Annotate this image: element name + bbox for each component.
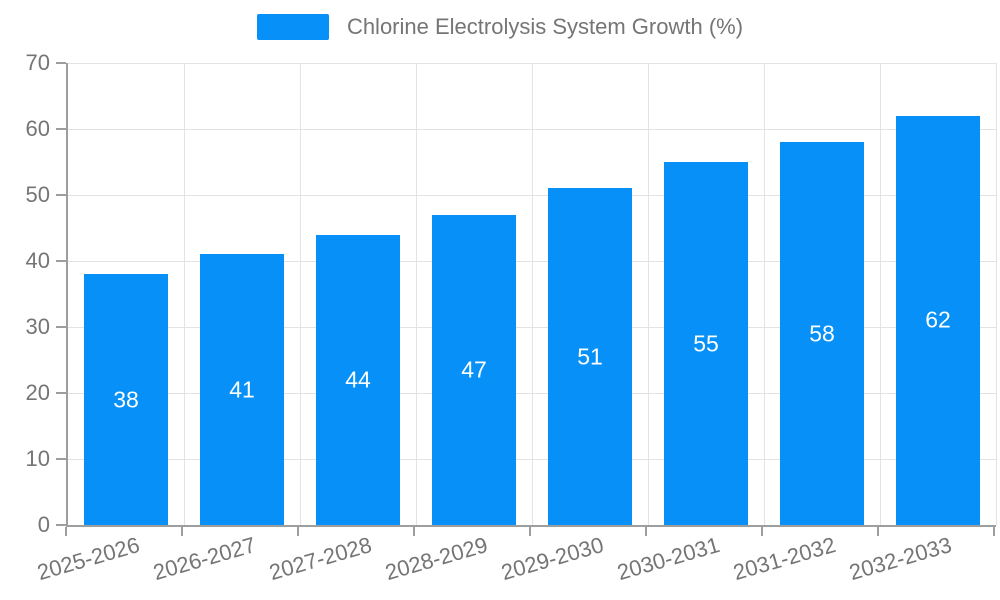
bar-value-label: 58 <box>809 320 835 347</box>
y-tick-label: 40 <box>25 248 50 273</box>
vertical-gridline <box>531 63 533 525</box>
x-tick-mark <box>645 527 647 536</box>
bar[interactable]: 44 <box>316 234 400 525</box>
bar-value-label: 38 <box>113 386 139 413</box>
x-tick-mark <box>877 527 879 536</box>
y-tick-label: 10 <box>25 446 50 471</box>
y-tick-label: 30 <box>25 314 50 339</box>
vertical-gridline <box>299 63 301 525</box>
bar-value-label: 41 <box>229 376 255 403</box>
vertical-gridline <box>415 63 417 525</box>
bar[interactable]: 55 <box>664 162 748 525</box>
x-tick-mark <box>65 527 67 536</box>
bar[interactable]: 41 <box>200 254 284 525</box>
y-tick-label: 0 <box>37 512 50 537</box>
vertical-gridline <box>879 63 881 525</box>
vertical-gridline <box>763 63 765 525</box>
bar-value-label: 47 <box>461 356 487 383</box>
vertical-gridline <box>183 63 185 525</box>
plot-area: 38 41 44 47 51 55 58 62 <box>66 62 997 527</box>
bar-value-label: 55 <box>693 330 719 356</box>
x-tick-mark <box>297 527 299 536</box>
bar[interactable]: 38 <box>84 274 168 525</box>
bar[interactable]: 47 <box>432 214 516 525</box>
y-tick-mark <box>56 260 66 262</box>
y-tick-mark <box>56 194 66 196</box>
x-tick-mark <box>761 527 763 536</box>
y-tick-label: 70 <box>25 50 50 75</box>
x-tick-mark <box>413 527 415 536</box>
y-tick-mark <box>56 458 66 460</box>
vertical-gridline <box>647 63 649 525</box>
bar[interactable]: 62 <box>896 115 980 525</box>
bar[interactable]: 51 <box>548 188 632 525</box>
y-tick-mark <box>56 62 66 64</box>
y-tick-label: 20 <box>25 380 50 405</box>
y-tick-mark <box>56 392 66 394</box>
vertical-gridline <box>995 63 997 525</box>
x-tick-mark <box>993 527 995 536</box>
y-tick-mark <box>56 128 66 130</box>
y-tick-label: 50 <box>25 182 50 207</box>
x-tick-mark <box>181 527 183 536</box>
bar-value-label: 51 <box>577 343 603 370</box>
bar-value-label: 44 <box>345 366 371 393</box>
y-tick-label: 60 <box>25 116 50 141</box>
y-tick-mark <box>56 524 66 526</box>
legend[interactable]: Chlorine Electrolysis System Growth (%) <box>0 14 1000 40</box>
y-tick-mark <box>56 326 66 328</box>
legend-label: Chlorine Electrolysis System Growth (%) <box>346 14 744 39</box>
bar[interactable]: 58 <box>780 142 864 525</box>
bar-value-label: 62 <box>925 306 951 333</box>
legend-swatch-icon <box>256 14 329 40</box>
x-tick-mark <box>529 527 531 536</box>
